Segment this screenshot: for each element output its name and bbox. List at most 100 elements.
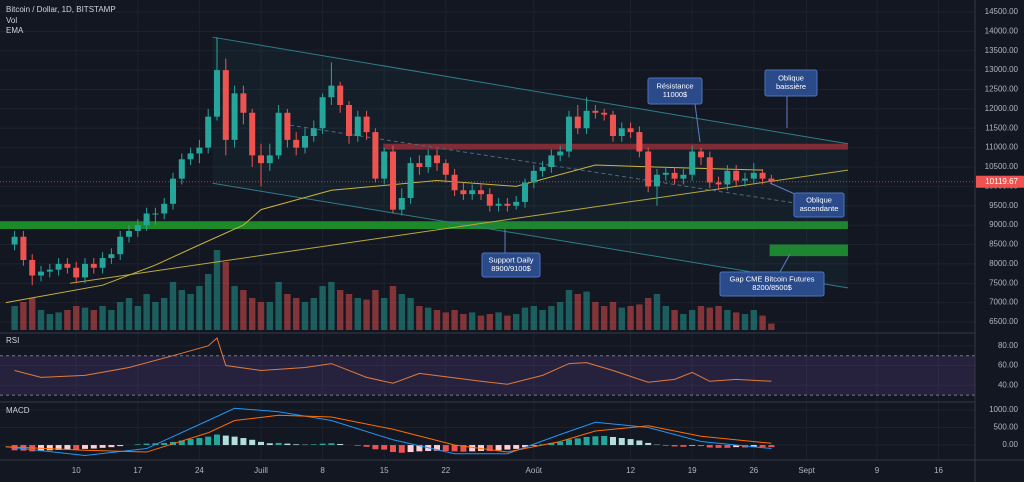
indicator-label: Vol <box>6 16 17 25</box>
volume-bar <box>724 310 731 330</box>
macd-histogram-bar <box>407 445 414 453</box>
macd-histogram-bar <box>592 436 599 446</box>
volume-bar <box>336 290 344 330</box>
candle-body <box>768 178 775 182</box>
macd-histogram-bar <box>513 445 520 449</box>
callout-text: 11000$ <box>663 90 688 99</box>
candle-body <box>29 260 36 276</box>
macd-histogram-bar <box>354 445 361 446</box>
x-tick-label: 8 <box>320 466 325 475</box>
volume-bar <box>134 306 142 330</box>
volume-bar <box>99 306 106 330</box>
macd-histogram-bar <box>680 445 687 447</box>
candle-body <box>442 163 449 175</box>
y-tick-label: 80.00 <box>998 341 1019 350</box>
candle-body <box>222 70 229 140</box>
y-tick-label: 500.00 <box>994 423 1019 432</box>
macd-histogram-bar <box>82 445 89 449</box>
volume-bar <box>574 294 581 330</box>
candle-body <box>99 258 106 268</box>
y-tick-label: 8500.00 <box>989 240 1018 249</box>
y-tick-label: 7500.00 <box>989 278 1018 287</box>
volume-bar <box>301 302 309 330</box>
candle-body <box>618 128 625 136</box>
macd-histogram-bar <box>530 445 537 446</box>
y-tick-label: 10500.00 <box>985 162 1019 171</box>
macd-histogram-bar <box>583 436 590 446</box>
volume-bar <box>380 298 388 330</box>
volume-bar <box>389 286 397 330</box>
candle-body <box>477 190 484 195</box>
candle-body <box>328 85 335 98</box>
ema-line <box>5 164 763 304</box>
volume-bar <box>715 306 722 330</box>
volume-bar <box>732 312 740 330</box>
macd-histogram-bar <box>671 445 678 447</box>
volume-bar <box>310 298 317 330</box>
volume-bar <box>125 298 133 330</box>
candle-body <box>143 213 150 226</box>
y-tick-label: 9500.00 <box>989 201 1018 210</box>
candle-body <box>389 151 396 210</box>
candle-body <box>178 159 185 179</box>
macd-histogram-bar <box>477 445 484 451</box>
macd-histogram-bar <box>337 443 344 446</box>
volume-bar <box>768 323 775 330</box>
volume-bar <box>495 312 502 330</box>
candle-body <box>750 172 757 179</box>
y-tick-label: 13500.00 <box>985 46 1019 55</box>
candle-body <box>134 225 141 231</box>
volume-bar <box>653 294 661 330</box>
trend-line <box>289 124 841 211</box>
candle-body <box>381 151 388 179</box>
candle-body <box>504 203 511 206</box>
macd-histogram-bar <box>257 441 264 446</box>
candle-body <box>231 93 238 140</box>
callout-text: baissière <box>776 82 806 91</box>
y-tick-label: 9000.00 <box>989 220 1018 229</box>
macd-histogram-bar <box>618 438 625 446</box>
last-price-label: 10119.67 <box>985 177 1018 186</box>
macd-histogram-bar <box>548 442 555 446</box>
candle-body <box>636 132 643 152</box>
macd-histogram-bar <box>733 445 740 448</box>
volume-bar <box>11 306 18 330</box>
plot <box>0 36 975 457</box>
macd-histogram-bar <box>469 445 476 452</box>
y-tick-label: 40.00 <box>998 380 1019 389</box>
candle-body <box>724 170 731 185</box>
callout-box <box>793 192 845 218</box>
macd-histogram-bar <box>372 445 379 450</box>
volume-bar <box>108 310 115 330</box>
macd-histogram-bar <box>134 444 141 446</box>
candle-body <box>469 190 476 195</box>
candle-body <box>275 112 282 156</box>
candle-body <box>205 116 212 148</box>
volume-bar <box>169 282 177 330</box>
candle-body <box>557 151 564 156</box>
macd-line <box>5 407 772 457</box>
macd-histogram-bar <box>328 443 335 446</box>
volume-bar <box>512 314 520 330</box>
macd-histogram-bar <box>768 445 775 448</box>
volume-bar <box>90 310 98 330</box>
candle-body <box>257 155 264 164</box>
volume-bar <box>662 306 669 330</box>
volume-bar <box>345 294 353 330</box>
callout-text: Résistance <box>656 82 693 91</box>
volume-bar <box>257 302 265 330</box>
signal-line <box>5 414 772 453</box>
candle-body <box>662 172 669 175</box>
volume-bar <box>143 294 150 330</box>
candle-body <box>513 201 520 206</box>
x-tick-label: 9 <box>875 466 880 475</box>
volume-bar <box>284 294 291 330</box>
volume-bar <box>248 298 256 330</box>
candle-body <box>706 157 713 183</box>
y-tick-label: 7000.00 <box>989 298 1018 307</box>
volume-bar <box>759 315 766 330</box>
volume-bar <box>292 298 300 330</box>
macd-histogram-bar <box>627 439 634 446</box>
macd-histogram-bar <box>689 445 696 446</box>
